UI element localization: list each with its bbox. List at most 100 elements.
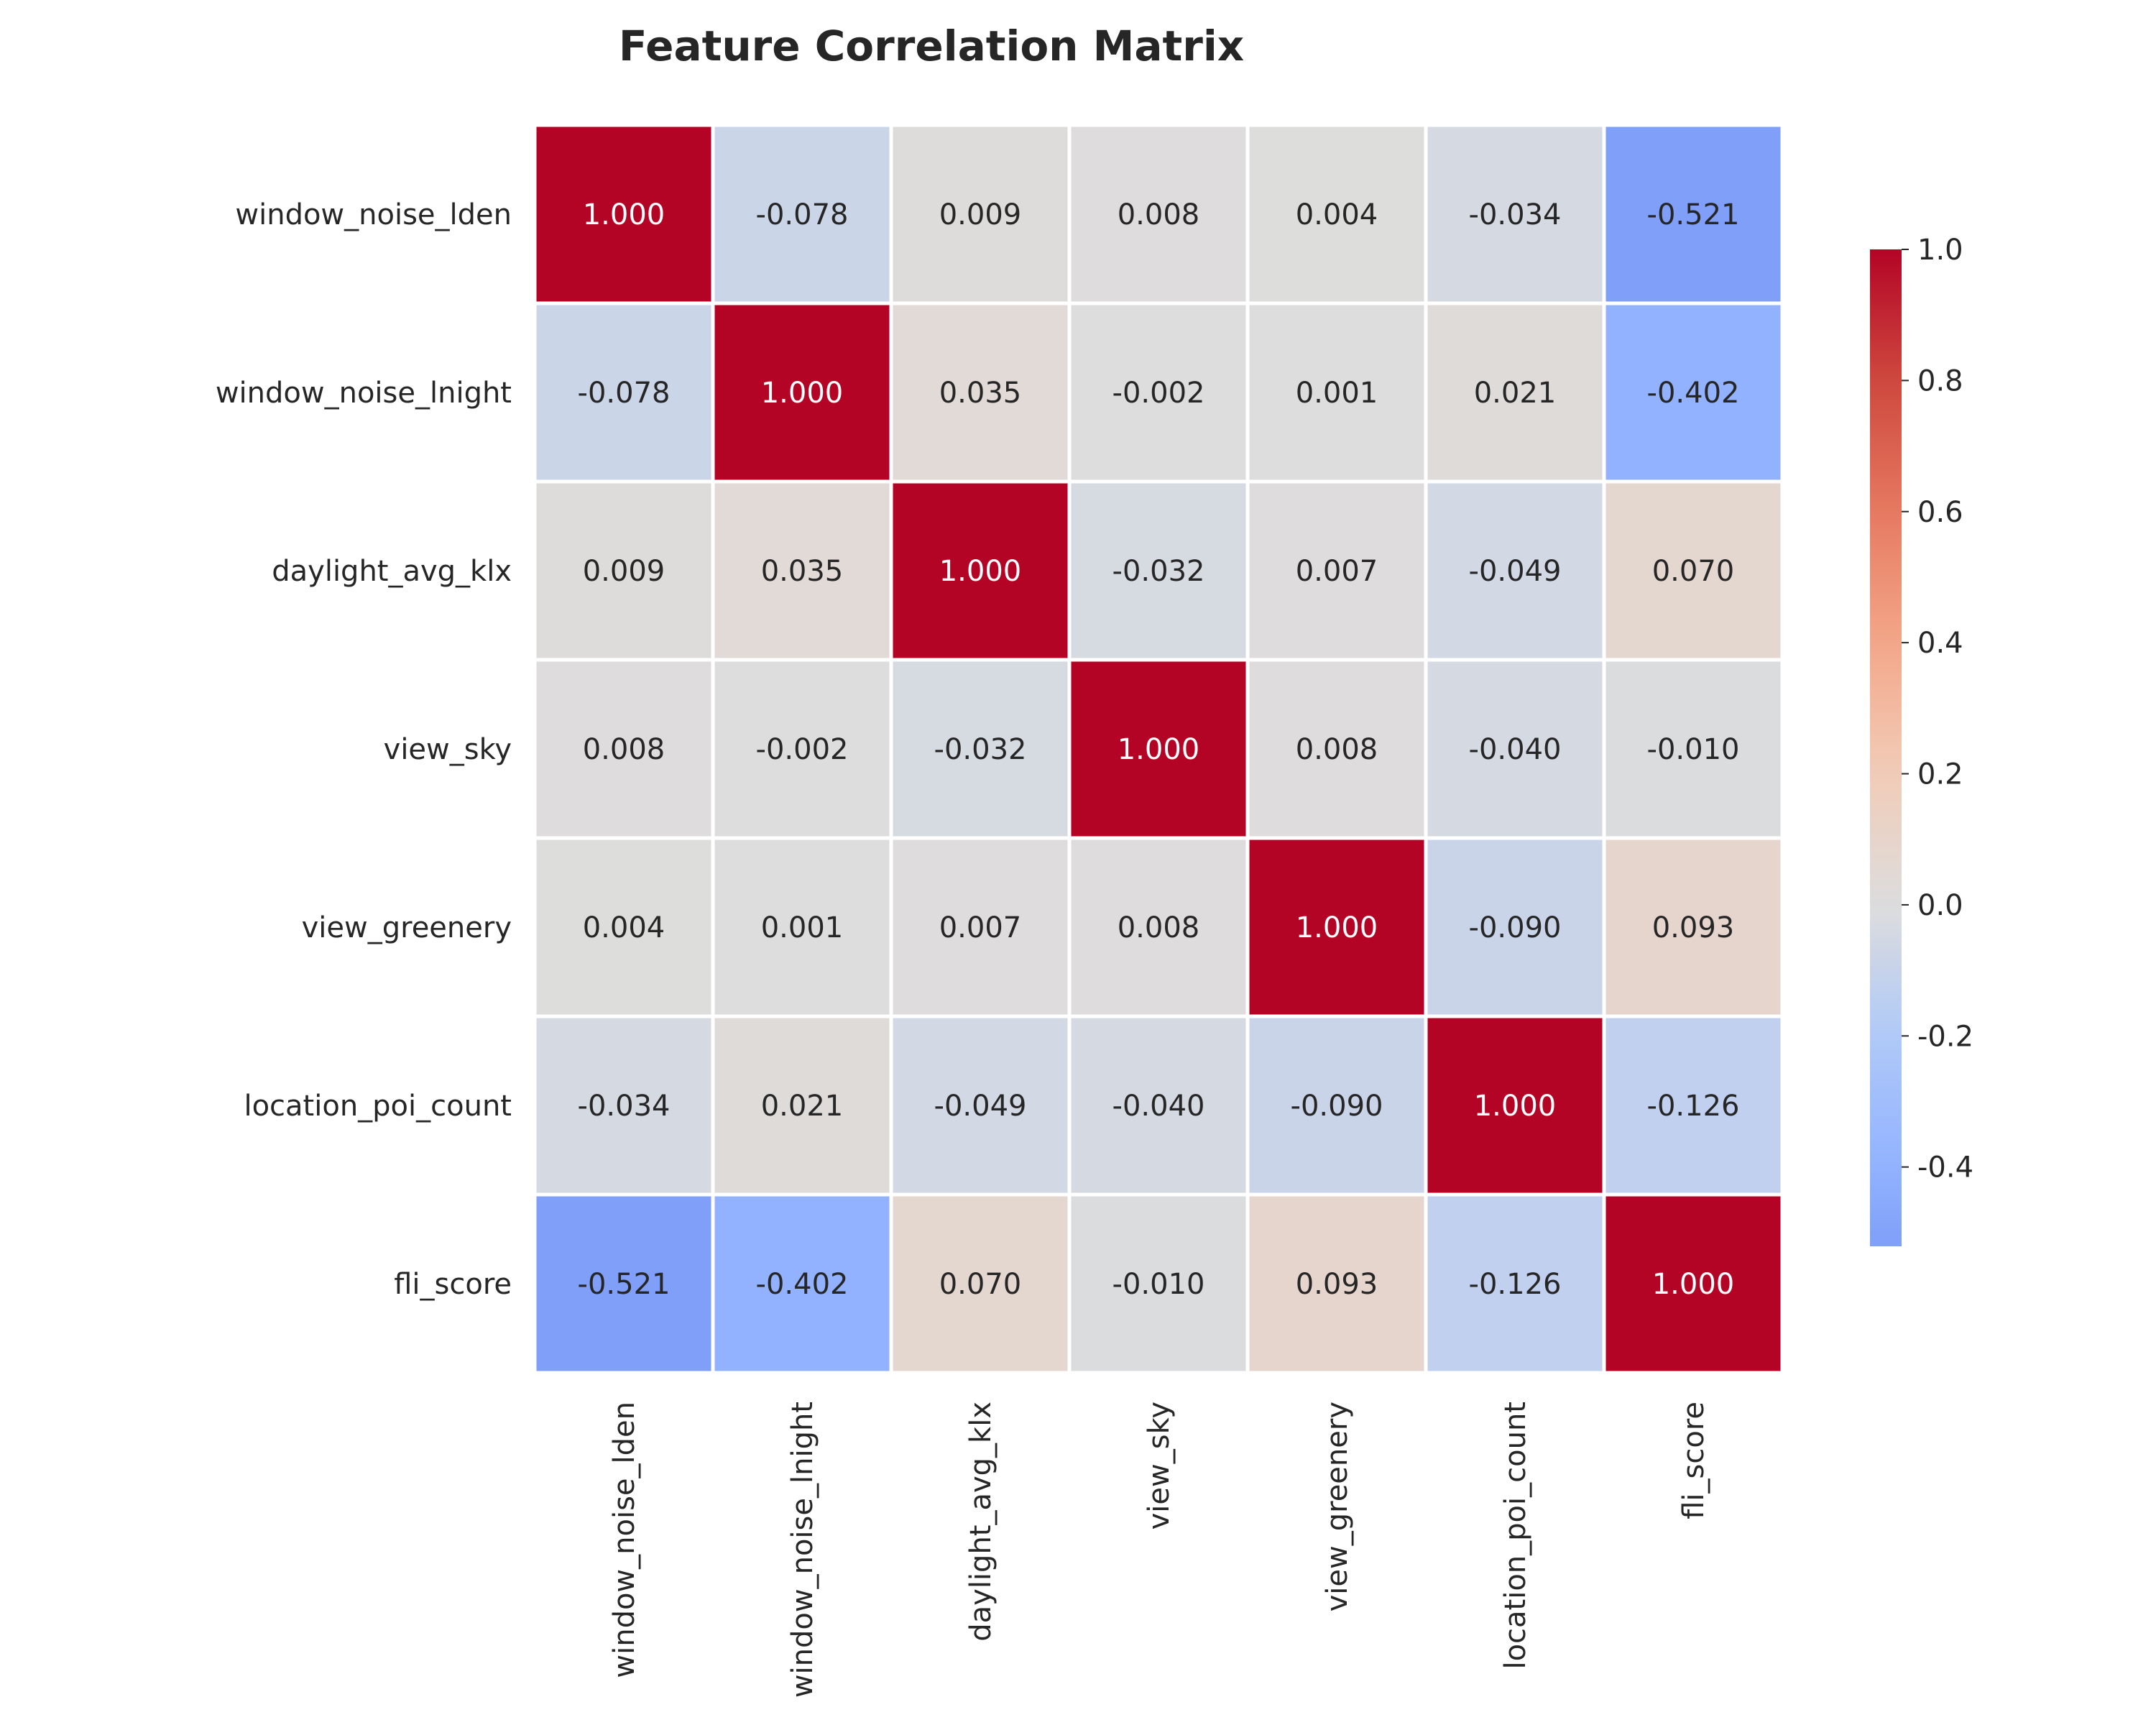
cell-value-label: 1.000 bbox=[1652, 1268, 1735, 1301]
heatmap-cell bbox=[889, 479, 1072, 662]
heatmap-cell bbox=[1602, 1192, 1784, 1375]
cell-value-label: -0.040 bbox=[1112, 1090, 1205, 1123]
colorbar-tick-label: 0.0 bbox=[1917, 889, 1963, 922]
cell-value-label: 0.093 bbox=[1652, 911, 1735, 944]
cell-value-label: 0.035 bbox=[939, 377, 1022, 410]
heatmap-cell bbox=[533, 836, 715, 1018]
colorbar-tick-label: 0.2 bbox=[1917, 758, 1963, 791]
y-tick-label: view_sky bbox=[384, 733, 512, 766]
cell-value-label: 1.000 bbox=[1118, 733, 1200, 766]
x-tick-label: window_noise_lden bbox=[608, 1402, 641, 1678]
colorbar-gradient bbox=[1870, 249, 1902, 1246]
cell-value-label: 0.009 bbox=[939, 198, 1022, 231]
cell-value-label: -0.126 bbox=[1469, 1268, 1562, 1301]
heatmap-cell bbox=[889, 301, 1072, 484]
heatmap-cell bbox=[1067, 1014, 1250, 1197]
x-tick-label: window_noise_lnight bbox=[786, 1402, 819, 1698]
heatmap-cell bbox=[1602, 301, 1784, 484]
cell-value-label: -0.090 bbox=[1291, 1090, 1383, 1123]
heatmap-cell bbox=[533, 123, 715, 305]
heatmap-cell bbox=[1424, 479, 1606, 662]
colorbar-tick-label: 0.8 bbox=[1917, 364, 1963, 397]
cell-value-label: -0.090 bbox=[1469, 911, 1562, 944]
heatmap-cell bbox=[1245, 1192, 1428, 1375]
y-tick-label: location_poi_count bbox=[244, 1090, 512, 1123]
cell-value-label: 0.008 bbox=[1118, 198, 1200, 231]
cell-value-label: -0.402 bbox=[1647, 377, 1740, 410]
cell-value-label: -0.402 bbox=[756, 1268, 849, 1301]
cell-value-label: 0.001 bbox=[761, 911, 844, 944]
cell-value-label: -0.040 bbox=[1469, 733, 1562, 766]
heatmap-cell bbox=[889, 123, 1072, 305]
heatmap-cell bbox=[1424, 123, 1606, 305]
heatmap-cell bbox=[1245, 1014, 1428, 1197]
heatmap-cell bbox=[533, 658, 715, 840]
cell-value-label: -0.002 bbox=[756, 733, 849, 766]
heatmap-cell bbox=[711, 658, 893, 840]
y-tick-label: fli_score bbox=[394, 1268, 512, 1301]
heatmap-cell bbox=[1602, 1014, 1784, 1197]
cell-value-label: -0.034 bbox=[578, 1090, 671, 1123]
x-tick-label: view_greenery bbox=[1321, 1402, 1354, 1611]
heatmap-cell bbox=[1424, 658, 1606, 840]
heatmap-cell bbox=[1602, 658, 1784, 840]
cell-value-label: -0.010 bbox=[1647, 733, 1740, 766]
cell-value-label: -0.049 bbox=[934, 1090, 1027, 1123]
cell-value-label: 1.000 bbox=[1296, 911, 1378, 944]
y-tick-label: window_noise_lden bbox=[235, 198, 512, 231]
cell-value-label: 0.007 bbox=[939, 911, 1022, 944]
y-tick-label: daylight_avg_klx bbox=[272, 555, 512, 588]
cell-value-label: -0.049 bbox=[1469, 555, 1562, 588]
cell-value-label: 1.000 bbox=[939, 555, 1022, 588]
heatmap-cells bbox=[533, 123, 1784, 1375]
heatmap-cell bbox=[533, 1014, 715, 1197]
cell-value-label: 0.093 bbox=[1296, 1268, 1378, 1301]
heatmap-cell bbox=[533, 301, 715, 484]
x-tick-label: fli_score bbox=[1677, 1402, 1710, 1519]
cell-value-label: 1.000 bbox=[761, 377, 844, 410]
heatmap-cell bbox=[711, 479, 893, 662]
colorbar-tick-label: -0.4 bbox=[1917, 1151, 1973, 1184]
colorbar: 1.0 0.8 0.6 0.4 0.2 0.0 -0.2 -0.4 bbox=[1870, 234, 1973, 1246]
y-tick-label: view_greenery bbox=[302, 911, 512, 944]
cell-value-label: -0.032 bbox=[1112, 555, 1205, 588]
heatmap-cell bbox=[889, 836, 1072, 1018]
chart-title: Feature Correlation Matrix bbox=[619, 22, 1244, 70]
x-tick-label: view_sky bbox=[1143, 1402, 1176, 1530]
cell-value-label: 0.007 bbox=[1296, 555, 1378, 588]
cell-value-label: 0.004 bbox=[1296, 198, 1378, 231]
x-tick-label: location_poi_count bbox=[1499, 1402, 1532, 1670]
heatmap-cell bbox=[1067, 479, 1250, 662]
y-tick-label: window_noise_lnight bbox=[216, 377, 512, 410]
cell-value-label: -0.078 bbox=[756, 198, 849, 231]
heatmap-cell bbox=[1067, 1192, 1250, 1375]
cell-value-label: 0.070 bbox=[939, 1268, 1022, 1301]
cell-value-label: 0.021 bbox=[761, 1090, 844, 1123]
heatmap-cell bbox=[1602, 479, 1784, 662]
cell-value-label: 1.000 bbox=[583, 198, 665, 231]
heatmap-annotations: 1.000 -0.078 0.009 0.008 0.004 -0.034 -0.521 -0… bbox=[578, 198, 1740, 1301]
colorbar-tick-label: 0.4 bbox=[1917, 627, 1963, 660]
cell-value-label: 0.070 bbox=[1652, 555, 1735, 588]
cell-value-label: -0.032 bbox=[934, 733, 1027, 766]
heatmap-cell bbox=[711, 123, 893, 305]
heatmap-cell bbox=[533, 1192, 715, 1375]
heatmap-cell bbox=[1245, 479, 1428, 662]
cell-value-label: -0.521 bbox=[1647, 198, 1740, 231]
x-tick-labels: window_noise_lden window_noise_lnight dayl… bbox=[608, 1402, 1710, 1698]
cell-value-label: 0.008 bbox=[1296, 733, 1378, 766]
cell-value-label: 0.001 bbox=[1296, 377, 1378, 410]
cell-value-label: -0.078 bbox=[578, 377, 671, 410]
colorbar-tick-label: -0.2 bbox=[1917, 1020, 1973, 1053]
heatmap-cell bbox=[1245, 301, 1428, 484]
heatmap-cell bbox=[711, 1014, 893, 1197]
colorbar-tick-label: 1.0 bbox=[1917, 234, 1963, 267]
cell-value-label: 0.008 bbox=[583, 733, 665, 766]
cell-value-label: 0.008 bbox=[1118, 911, 1200, 944]
colorbar-tick-label: 0.6 bbox=[1917, 496, 1963, 529]
heatmap-cell bbox=[1424, 1192, 1606, 1375]
cell-value-label: 0.021 bbox=[1474, 377, 1557, 410]
cell-value-label: -0.521 bbox=[578, 1268, 671, 1301]
